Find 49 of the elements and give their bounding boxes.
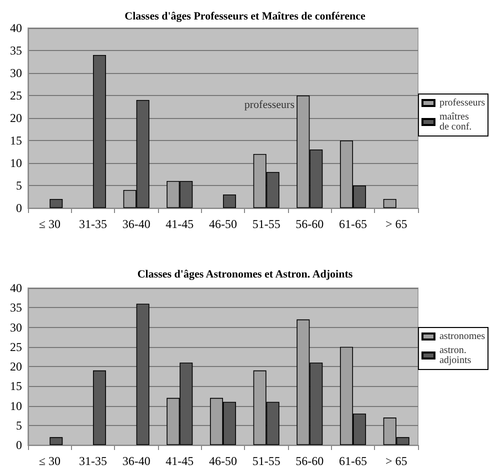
bar: [93, 55, 106, 208]
x-tick-label: 51-55: [252, 217, 280, 231]
bar: [50, 199, 63, 208]
x-tick-label: 56-60: [296, 454, 324, 467]
x-tick-label: 46-50: [209, 454, 237, 467]
x-tick-label: 56-60: [296, 217, 324, 231]
y-tick-label: 35: [10, 44, 22, 58]
y-tick-label: 40: [10, 281, 22, 295]
x-tick-label: 41-45: [166, 454, 194, 467]
legend-label: astronomes: [439, 331, 486, 342]
y-tick-label: 30: [10, 66, 22, 80]
y-tick-label: 20: [10, 360, 22, 374]
bar: [223, 194, 236, 208]
x-tick-label: ≤ 30: [38, 454, 60, 467]
x-tick-label: 61-65: [339, 454, 367, 467]
x-tick-label: 46-50: [209, 217, 237, 231]
y-tick-label: 30: [10, 320, 22, 334]
y-tick-label: 0: [16, 438, 22, 452]
y-tick-label: 40: [10, 21, 22, 35]
y-tick-label: 5: [16, 178, 22, 192]
x-tick-label: > 65: [385, 217, 408, 231]
chart-title: Classes d'âges Professeurs et Maîtres de conférence: [124, 10, 366, 22]
x-tick-label: > 65: [385, 454, 408, 467]
y-tick-label: 5: [16, 418, 22, 432]
y-tick-label: 15: [10, 379, 22, 394]
x-tick-label: 41-45: [166, 217, 194, 231]
x-tick-label: 31-35: [79, 217, 107, 231]
y-tick-label: 35: [10, 300, 22, 315]
bar: [93, 370, 106, 445]
x-tick-label: 51-55: [252, 454, 280, 467]
bar: [136, 304, 150, 445]
y-tick-label: 25: [10, 340, 22, 354]
x-tick-label: 36-40: [122, 454, 150, 467]
y-tick-label: 15: [10, 134, 22, 148]
legend-label: astron. adjoints: [439, 345, 472, 366]
y-tick-label: 10: [10, 156, 22, 170]
y-tick-label: 0: [16, 201, 22, 215]
y-tick-label: 20: [10, 111, 22, 125]
annotation: professeurs: [244, 99, 294, 111]
y-tick-label: 25: [10, 88, 22, 102]
bar: [50, 437, 63, 445]
chart-title: Classes d'âges Astronomes et Astron. Adjoints: [137, 268, 354, 280]
legend-label: maîtres de conf.: [439, 112, 472, 132]
legend-label: professeurs: [439, 98, 486, 108]
x-tick-label: 31-35: [79, 454, 107, 467]
x-tick-label: 61-65: [339, 217, 367, 231]
x-tick-label: ≤ 30: [38, 217, 60, 231]
y-tick-label: 10: [10, 398, 22, 413]
x-tick-label: 36-40: [122, 217, 150, 231]
